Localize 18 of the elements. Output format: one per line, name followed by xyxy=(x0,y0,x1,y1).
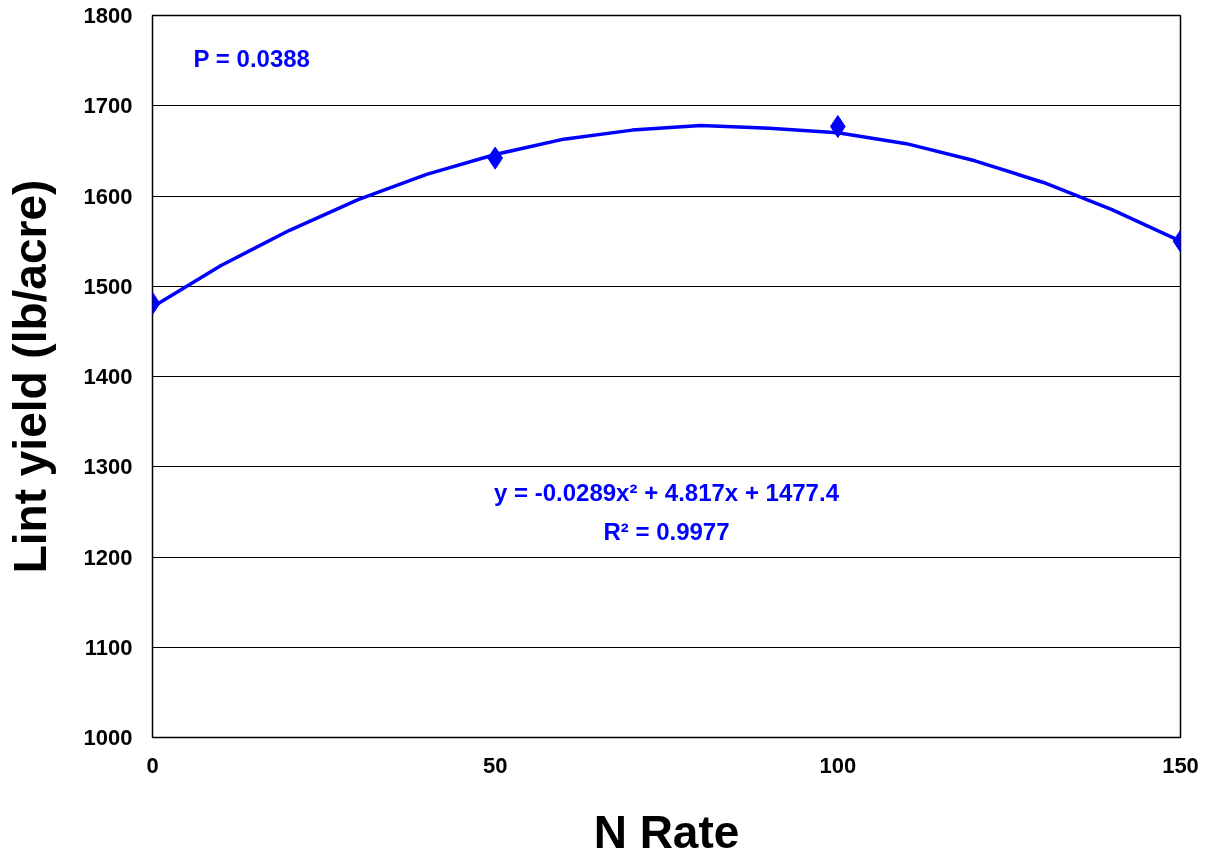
y-tick-label: 1000 xyxy=(83,725,133,750)
annotation: P = 0.0388 xyxy=(193,45,310,73)
y-tick-label: 1400 xyxy=(83,364,133,389)
y-tick-label: 1200 xyxy=(83,544,133,570)
y-tick-label: 1700 xyxy=(83,93,133,119)
y-tick-label: 1600 xyxy=(83,183,133,209)
x-tick-label: 150 xyxy=(1162,752,1199,778)
y-tick-label: 1800 xyxy=(83,3,133,28)
y-tick-label: 1100 xyxy=(84,634,133,660)
x-tick-label: 0 xyxy=(146,752,159,778)
annotation: y = -0.0289x² + 4.817x + 1477.4 xyxy=(494,478,840,506)
annotation: R² = 0.9977 xyxy=(603,518,730,546)
x-tick-label: 50 xyxy=(482,752,508,778)
y-tick-label: 1300 xyxy=(83,454,133,480)
x-tick-label: 100 xyxy=(819,752,857,778)
y-axis-title: Lint yield (lb/acre) xyxy=(3,179,56,574)
x-axis-title: N Rate xyxy=(593,805,740,858)
y-tick-label: 1500 xyxy=(83,273,133,299)
